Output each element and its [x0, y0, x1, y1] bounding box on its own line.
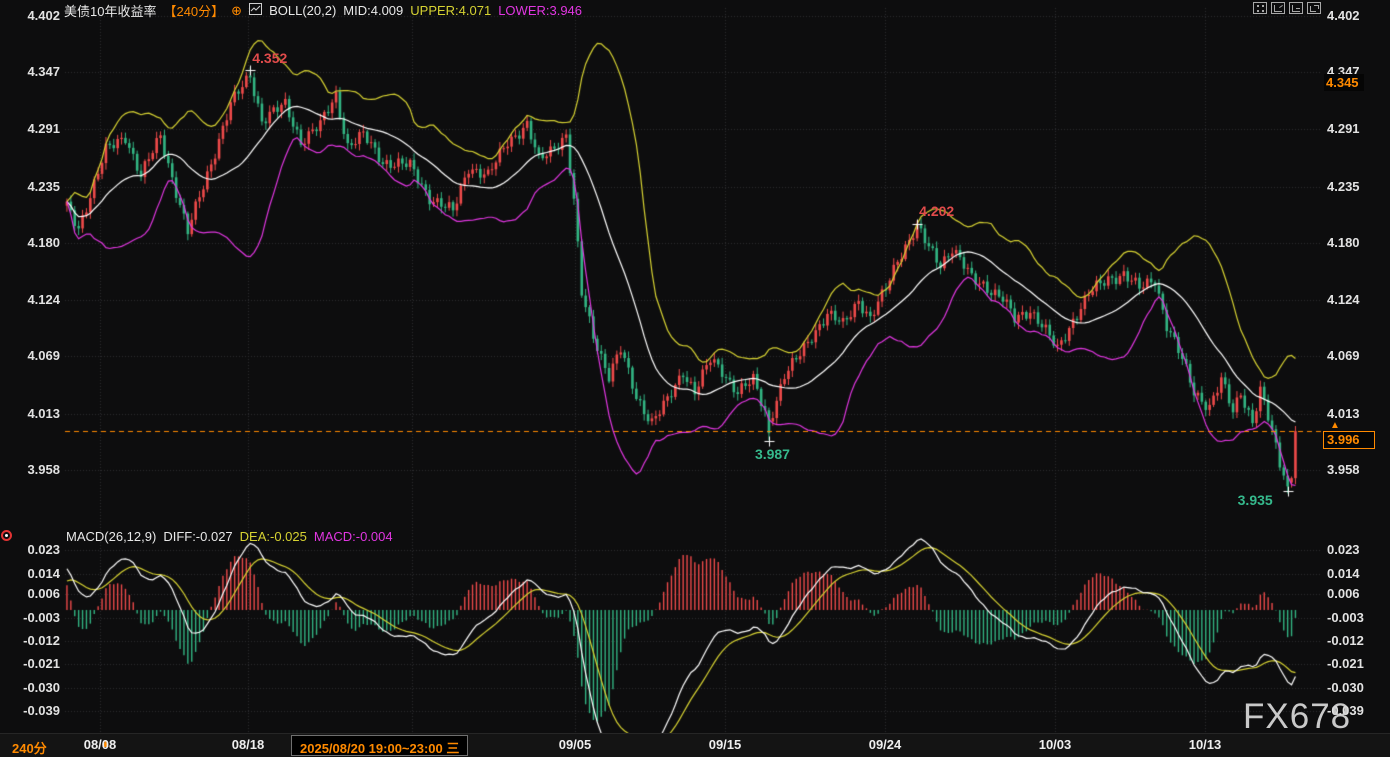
boll-upper-value: UPPER:4.071 — [410, 3, 492, 18]
layout-grid-icon[interactable] — [1253, 2, 1267, 14]
boll-label: BOLL(20,2) — [269, 3, 337, 18]
last-price-badge: 3.996 — [1323, 431, 1375, 449]
axis-tick-label: 4.124 — [27, 292, 60, 308]
axis-tick-label: 4.069 — [27, 348, 60, 364]
axis-tick-label: 0.006 — [27, 586, 60, 602]
axis-tick-label: -0.030 — [23, 679, 60, 695]
axis-tick-label: -0.030 — [1327, 679, 1364, 695]
time-tick-label: 10/03 — [1038, 737, 1072, 752]
axis-tick-label: 0.023 — [1327, 542, 1360, 558]
time-tick-label: 08/18 — [231, 737, 265, 752]
axis-tick-label: 4.402 — [27, 8, 60, 23]
macd-target-icon[interactable] — [1, 530, 12, 541]
period-selector[interactable]: 240分 — [12, 741, 47, 756]
time-tick-label: 08/08 — [83, 737, 117, 752]
macd-dea-value: DEA:-0.025 — [239, 529, 307, 544]
axis-tick-label: 0.006 — [1327, 586, 1360, 602]
axis-tick-label: 0.014 — [27, 565, 60, 581]
axis-tick-label: -0.039 — [23, 703, 60, 718]
price-annotation: 4.202 — [919, 202, 955, 219]
macd-name-label: MACD(26,12,9) — [66, 529, 157, 544]
axis-tick-label: 4.013 — [27, 405, 60, 421]
axis-tick-label: 4.235 — [27, 178, 60, 194]
axis-tick-label: 0.023 — [27, 542, 60, 558]
price-annotation: 4.352 — [252, 50, 288, 67]
time-tick-label: 10/13 — [1188, 737, 1222, 752]
axis-tick-label: 4.291 — [1327, 121, 1360, 137]
macd-diff-value: DIFF:-0.027 — [163, 529, 233, 544]
boll-mid-value: MID:4.009 — [343, 3, 404, 18]
axis-tick-label: -0.021 — [1327, 656, 1364, 672]
scale-axis-icon[interactable] — [1271, 2, 1285, 14]
axis-tick-label: 4.069 — [1327, 348, 1360, 364]
axis-tick-label: -0.039 — [1327, 703, 1364, 718]
fx678-watermark: FX678 — [1243, 697, 1352, 736]
axis-tick-label: 3.958 — [1327, 461, 1360, 477]
axis-tick-label: 4.180 — [27, 234, 60, 250]
axis-tick-label: -0.003 — [1327, 609, 1364, 625]
selected-bar-time-box: 2025/08/20 19:00~23:00 三 — [291, 735, 469, 756]
period-up-arrow-icon[interactable]: ▲ — [100, 738, 111, 750]
axis-tick-label: -0.012 — [1327, 633, 1364, 649]
boll-lower-value: LOWER:3.946 — [498, 3, 583, 18]
price-annotation: 3.987 — [754, 446, 790, 463]
axis-tick-label: 4.402 — [1327, 8, 1360, 23]
main-chart-header: 美债10年收益率 【240分】 ⊕ BOLL(20,2) MID:4.009 U… — [64, 1, 582, 20]
time-tick-label: 09/15 — [708, 737, 742, 752]
axis-tick-label: 0.014 — [1327, 565, 1360, 581]
axis-tick-label: -0.021 — [23, 656, 60, 672]
axis-tick-label: 4.291 — [27, 121, 60, 137]
macd-panel-header: MACD(26,12,9) DIFF:-0.027 DEA:-0.025 MAC… — [66, 529, 393, 544]
axis-tick-label: 3.958 — [27, 461, 60, 477]
axis-tick-label: 4.013 — [1327, 405, 1360, 421]
axis-tick-label: 4.180 — [1327, 234, 1360, 250]
axis-tick-label: -0.003 — [23, 609, 60, 625]
pop-out-icon[interactable] — [1307, 2, 1321, 14]
circle-plus-icon[interactable]: ⊕ — [231, 2, 243, 18]
macd-hist-value: MACD:-0.004 — [313, 529, 393, 544]
time-tick-label: 09/05 — [558, 737, 592, 752]
time-axis-bar: 240分 ▲ 2025/08/20 19:00~23:00 三 08/08 08/… — [0, 733, 1390, 757]
instrument-title: 美债10年收益率 — [64, 4, 157, 19]
chart-toolbar — [1253, 2, 1321, 14]
crosshair-price-badge: 4.345 — [1324, 74, 1364, 91]
axis-tick-label: -0.012 — [23, 633, 60, 649]
axis-tick-label: 4.347 — [27, 64, 60, 80]
price-up-arrow-icon: ▲ — [1330, 420, 1340, 431]
scale-axis-right-icon[interactable] — [1289, 2, 1303, 14]
period-tag[interactable]: 【240分】 — [163, 4, 225, 19]
time-tick-label: 09/24 — [868, 737, 902, 752]
axis-tick-label: 4.124 — [1327, 292, 1360, 308]
axis-tick-label: 4.235 — [1327, 178, 1360, 194]
price-annotation: 3.935 — [1237, 491, 1273, 508]
candlestick-chart-icon — [249, 3, 263, 18]
